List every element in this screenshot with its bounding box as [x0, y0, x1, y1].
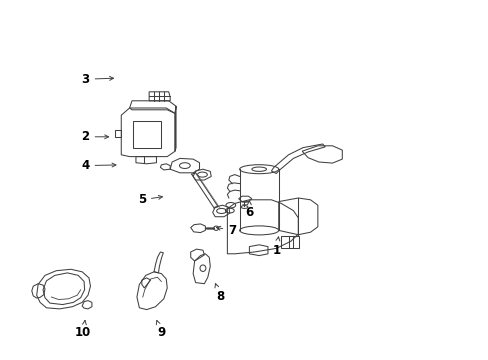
Text: 5: 5 — [138, 193, 162, 206]
Text: 7: 7 — [216, 224, 236, 237]
Text: 9: 9 — [156, 320, 165, 339]
Text: 2: 2 — [81, 130, 108, 143]
Text: 10: 10 — [75, 320, 91, 339]
Text: 1: 1 — [272, 237, 280, 257]
Text: 3: 3 — [81, 73, 113, 86]
Text: 6: 6 — [245, 200, 253, 219]
Text: 4: 4 — [81, 159, 116, 172]
Text: 8: 8 — [215, 284, 224, 303]
